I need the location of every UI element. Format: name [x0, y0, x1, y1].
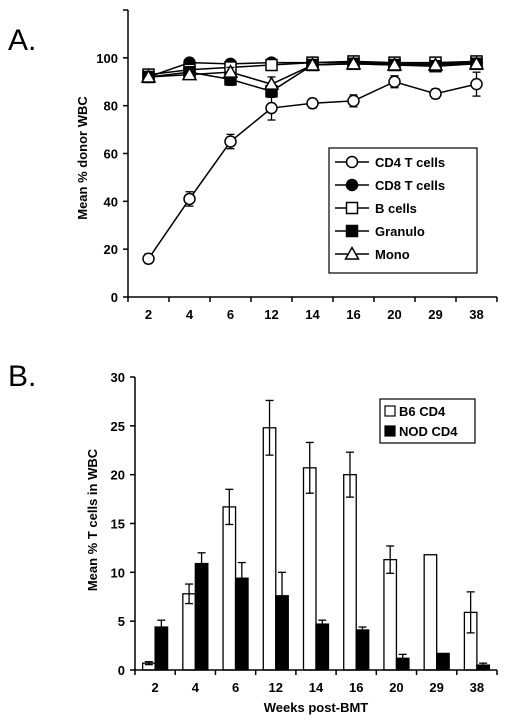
panel-b-bar — [436, 652, 450, 671]
panel-a-legend-label: CD8 T cells — [375, 178, 445, 193]
panel-a-data-point — [181, 66, 198, 81]
panel-b-x-tick-label: 16 — [349, 680, 363, 695]
panel-b-x-tick-label: 20 — [389, 680, 403, 695]
panel-a-y-axis-label: Mean % donor WBC — [75, 96, 90, 220]
panel-a-y-tick-label: 0 — [111, 290, 118, 305]
panel-a-data-point — [429, 87, 442, 100]
panel-a-data-point — [265, 101, 278, 115]
panel-a-x-tick-label: 2 — [145, 307, 152, 322]
panel-a-data-point — [386, 56, 403, 71]
panel-b-x-tick-label: 29 — [429, 680, 443, 695]
panel-a-data-point — [263, 76, 280, 90]
panel-a-data-point — [470, 77, 483, 91]
panel-b-x-tick-label: 14 — [309, 680, 324, 695]
panel-b-legend-label: B6 CD4 — [399, 404, 446, 419]
panel-b-x-tick-label: 6 — [232, 680, 239, 695]
panel-a-series — [140, 55, 485, 265]
panel-b-y-tick-label: 5 — [118, 614, 125, 629]
panel-b-bar — [222, 506, 237, 671]
panel-b-label: B. — [8, 360, 36, 393]
panel-b-y-tick-label: 20 — [111, 468, 125, 483]
panel-b-y-tick-label: 15 — [111, 517, 125, 532]
panel-a-data-point — [183, 192, 196, 206]
panel-a-legend: CD4 T cells CD8 T cells B cells Granulo Mono — [328, 147, 478, 274]
panel-b-y-tick-label: 10 — [111, 565, 125, 580]
panel-a-y-tick-label: 100 — [96, 51, 118, 66]
panel-a-axes — [127, 10, 497, 298]
panel-a-data-point — [265, 58, 278, 72]
panel-b-y-tick-label: 25 — [111, 419, 125, 434]
panel-b-bar — [182, 593, 196, 671]
panel-b-x-tick-label: 38 — [470, 680, 484, 695]
panel-a-y-tick-label: 40 — [104, 194, 118, 209]
panel-a-legend-label: B cells — [375, 201, 417, 216]
panel-a-data-point — [222, 64, 239, 78]
panel-a-legend-label: Mono — [375, 247, 410, 262]
panel-a-legend-marker — [345, 224, 359, 238]
panel-b-axes — [134, 377, 497, 671]
panel-a-data-point — [388, 75, 401, 88]
panel-b-y-axis-label: Mean % T cells in WBC — [85, 448, 100, 591]
panel-b-y-ticks: 0 5 10 15 20 25 30 — [111, 370, 135, 678]
panel-b-bar — [383, 558, 398, 671]
panel-b-x-axis-label: Weeks post-BMT — [264, 700, 369, 715]
panel-a-x-tick-label: 16 — [346, 307, 360, 322]
panel-a-legend-marker — [345, 155, 359, 169]
panel-b-x-ticks: 2 4 6 12 14 16 20 29 38 — [134, 670, 498, 695]
panel-a-x-tick-label: 12 — [264, 307, 278, 322]
panel-a-x-tick-label: 4 — [186, 307, 194, 322]
panel-a-legend-label: CD4 T cells — [375, 155, 445, 170]
panel-a-legend-marker — [345, 178, 359, 192]
panel-b-x-tick-label: 2 — [151, 680, 158, 695]
panel-a-data-point — [306, 97, 319, 110]
panel-b-bar-chart: B. 0 5 10 15 20 25 30 2 4 6 12 14 16 20 29 38 Mean % T… — [8, 360, 498, 715]
panel-b-bar — [262, 427, 277, 671]
panel-a-data-point — [224, 135, 237, 148]
panel-b-legend-label: NOD CD4 — [399, 424, 458, 439]
panel-b-legend-swatch — [384, 425, 396, 437]
panel-b-x-tick-label: 4 — [192, 680, 200, 695]
panel-a-legend-marker — [344, 245, 360, 260]
panel-a-data-point — [468, 55, 485, 70]
panel-b-bar — [355, 629, 370, 671]
panel-a-legend-marker — [345, 201, 359, 215]
panel-a-data-point — [345, 55, 362, 70]
panel-b-y-tick-label: 30 — [111, 370, 125, 385]
panel-b-bar — [343, 474, 357, 671]
panel-a-label: A. — [8, 24, 36, 57]
panel-a-x-tick-label: 20 — [387, 307, 401, 322]
panel-a-data-point — [304, 56, 321, 71]
panel-b-bar — [302, 467, 317, 671]
panel-b-bar — [194, 562, 209, 671]
panel-a-y-ticks: 0 20 40 60 80 100 — [96, 9, 128, 305]
panel-a-x-tick-label: 14 — [305, 307, 320, 322]
panel-a-series-0 — [142, 71, 483, 265]
panel-a-y-tick-label: 60 — [104, 147, 118, 162]
panel-a-x-tick-label: 6 — [227, 307, 234, 322]
panel-a-y-tick-label: 20 — [104, 242, 118, 257]
panel-a-x-tick-label: 38 — [469, 307, 483, 322]
panel-b-legend-swatch — [384, 405, 396, 417]
panel-b-bars — [141, 399, 491, 671]
panel-a-x-ticks: 2 4 6 12 14 16 20 29 38 — [127, 297, 498, 322]
panel-a-x-tick-label: 29 — [428, 307, 442, 322]
panel-a-data-point — [142, 252, 155, 265]
panel-a-y-tick-label: 80 — [104, 99, 118, 114]
panel-b-legend-box — [379, 398, 476, 444]
panel-a-series-4 — [140, 55, 485, 92]
panel-b-legend: B6 CD4 NOD CD4 — [379, 398, 476, 444]
panel-a-data-point — [347, 94, 360, 108]
panel-b-x-tick-label: 12 — [269, 680, 283, 695]
panel-a-data-point — [140, 68, 157, 83]
panel-a-data-point — [427, 56, 444, 71]
panel-b-y-tick-label: 0 — [118, 663, 125, 678]
panel-a-line-chart: A. 0 20 40 60 80 100 2 4 6 12 14 16 20 29 38 Mean % d… — [8, 9, 498, 322]
panel-b-bar — [423, 554, 438, 671]
panel-a-legend-label: Granulo — [375, 224, 425, 239]
panel-b-bar — [315, 623, 330, 671]
